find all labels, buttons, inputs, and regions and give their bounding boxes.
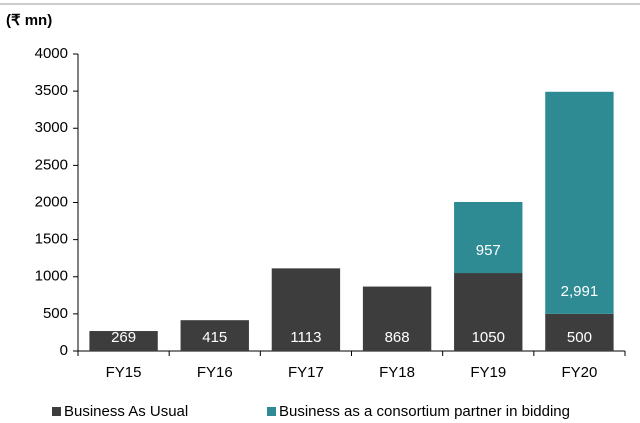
x-tick-label: FY19 — [470, 364, 506, 381]
y-tick-label: 1000 — [35, 268, 68, 285]
bar-segment — [180, 320, 249, 351]
data-label: 957 — [476, 242, 501, 259]
legend-label: Business as a consortium partner in bidd… — [279, 403, 570, 420]
y-tick-label: 3500 — [35, 82, 68, 99]
bar-segment — [545, 313, 614, 351]
y-tick-label: 4000 — [35, 45, 68, 62]
x-tick-label: FY18 — [379, 364, 415, 381]
data-label: 1113 — [290, 329, 321, 346]
y-tick-label: 3000 — [35, 119, 68, 136]
y-tick-label: 2500 — [35, 156, 68, 173]
y-tick-label: 500 — [43, 305, 68, 322]
data-label: 415 — [202, 329, 227, 346]
y-axis-unit: (₹ mn) — [6, 12, 52, 29]
data-label: 269 — [111, 329, 136, 346]
data-label: 1050 — [472, 329, 505, 346]
x-tick-label: FY15 — [106, 364, 142, 381]
bar-segment — [454, 273, 523, 351]
bar-segment — [271, 268, 341, 351]
data-label: 500 — [567, 329, 592, 346]
y-tick-label: 0 — [60, 342, 68, 359]
bar-segment — [89, 331, 158, 351]
x-tick-label: FY17 — [288, 364, 324, 381]
x-tick-label: FY16 — [197, 364, 233, 381]
bar-segment — [454, 201, 523, 274]
legend-label: Business As Usual — [64, 403, 188, 420]
y-tick-label: 2000 — [35, 193, 68, 210]
bar-segment — [545, 91, 614, 314]
legend-swatch — [267, 407, 276, 416]
y-tick-label: 1500 — [35, 231, 68, 248]
legend-swatch — [52, 407, 61, 416]
x-tick-label: FY20 — [561, 364, 597, 381]
data-label: 868 — [385, 329, 410, 346]
bar-segment — [362, 286, 432, 351]
data-label: 2,991 — [561, 283, 599, 300]
